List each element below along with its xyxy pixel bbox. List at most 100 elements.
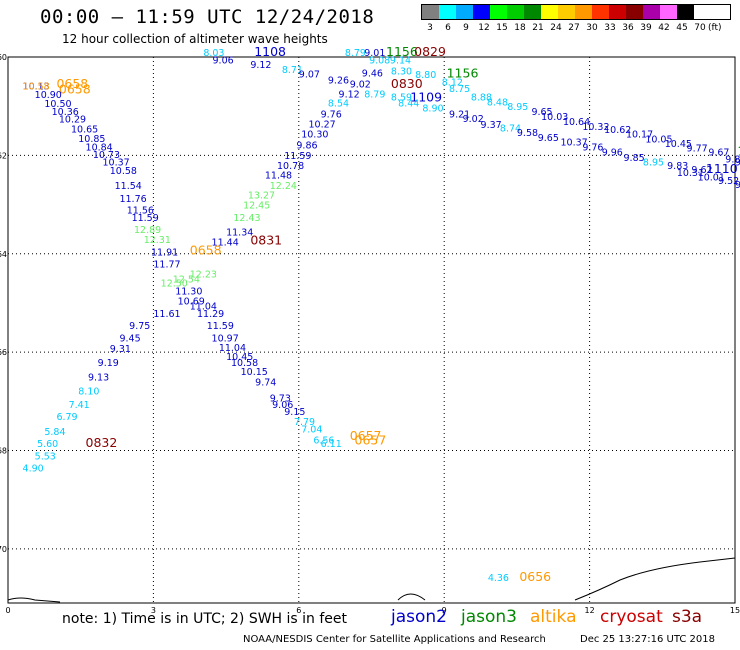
wave-height-value: 10.03: [541, 112, 568, 123]
wave-height-value: 9.75: [129, 321, 150, 332]
legend-jason3: jason3: [461, 607, 517, 627]
wave-height-value: 8.10: [78, 387, 99, 398]
wave-height-value: 9.76: [321, 110, 342, 121]
wave-height-value: 9.26: [328, 76, 349, 87]
wave-height-value: 9.83: [667, 161, 688, 172]
wave-height-value: 10.32: [582, 122, 609, 133]
wave-height-value: 4.90: [23, 464, 44, 475]
wave-height-value: 12.45: [243, 201, 270, 212]
pass-time-label: 1109: [410, 89, 442, 104]
colorbar-label: 12: [478, 23, 490, 33]
wave-height-value: 8.80: [415, 70, 436, 81]
wave-height-value: 10.85: [78, 134, 105, 145]
wave-height-value: 9.12: [339, 89, 360, 100]
colorbar-swatch: [490, 5, 507, 19]
page-subtitle: 12 hour collection of altimeter wave hei…: [62, 32, 328, 46]
wave-height-value: 11.04: [190, 301, 217, 312]
wave-height-value: 9.45: [119, 333, 140, 344]
wave-height-value: 10.15: [241, 367, 268, 378]
wave-height-value: 12.54: [173, 274, 200, 285]
footer-note: note: 1) Time is in UTC; 2) SWH is in fe…: [62, 611, 348, 627]
colorbar-swatch: [524, 5, 541, 19]
pass-time-label: 0831: [250, 232, 282, 247]
wave-height-value: 9.74: [255, 378, 276, 389]
wave-height-value: 8.12: [442, 78, 463, 89]
wave-height-value: 10.65: [71, 124, 98, 135]
pass-time-label: 1156: [386, 44, 418, 59]
wave-height-value: 10.27: [308, 119, 335, 130]
wave-height-value: 9.06: [213, 55, 234, 66]
wave-height-value: 5.84: [44, 427, 65, 438]
pass-time-label: 0832: [86, 435, 118, 450]
wave-height-value: 9.65: [531, 107, 552, 118]
wave-height-value: 9.86: [725, 154, 740, 165]
longitude-label: 6: [296, 606, 301, 615]
credit-line: NOAA/NESDIS Center for Satellite Applica…: [243, 634, 546, 645]
colorbar-swatch: [456, 5, 473, 19]
pass-time-label: 0657: [355, 433, 387, 448]
wave-height-value: 10.01: [698, 173, 725, 184]
wave-height-value: 10.50: [44, 99, 71, 110]
colorbar-swatch: [558, 5, 575, 19]
wave-height-value: 9.37: [481, 120, 502, 131]
latitude-label: 62: [0, 151, 7, 160]
legend-altika: altika: [530, 607, 577, 627]
wave-height-value: 10.45: [665, 139, 692, 150]
wave-height-value: 9.73: [270, 393, 291, 404]
colorbar: (ft) 3 6 9 12 15 18 21 24 27 30 33 36 39 42 45 70: [421, 4, 731, 35]
pass-time-label: 1157: [737, 143, 740, 158]
wave-height-value: 8.03: [203, 48, 224, 59]
colorbar-unit: (ft): [708, 23, 722, 33]
wave-height-value: 8.48: [487, 97, 508, 108]
wave-height-value: 9.67: [708, 147, 729, 158]
wave-height-value: 7.41: [69, 400, 90, 411]
wave-height-value: 11.44: [212, 237, 239, 248]
colorbar-labels: (ft) 3 6 9 12 15 18 21 24 27 30 33 36 39 42 45 70: [421, 23, 731, 35]
wave-height-value: 9.46: [362, 69, 383, 80]
pass-time-label: 1110: [706, 161, 738, 176]
wave-height-value: 9.76: [582, 143, 603, 154]
colorbar-swatch: [473, 5, 490, 19]
wave-height-value: 10.30: [301, 130, 328, 141]
wave-height-value: 9.07: [299, 70, 320, 81]
longitude-label: 15: [730, 606, 740, 615]
colorbar-swatch: [677, 5, 694, 19]
wave-height-value: 8.79: [364, 89, 385, 100]
colorbar-label: 39: [640, 23, 652, 33]
latitude-labels: 60 62 64 66 68 70: [0, 53, 7, 554]
wave-height-value: 13.27: [248, 191, 275, 202]
wave-height-value: 11.59: [132, 213, 159, 224]
colorbar-label: 6: [445, 23, 451, 33]
wave-height-value: 10.58: [23, 82, 50, 93]
wave-height-value: 10.62: [604, 125, 631, 136]
wave-height-value: 8.79: [345, 48, 366, 59]
wave-height-value: 7.04: [301, 424, 322, 435]
wave-height-value: 8.54: [328, 98, 349, 109]
latitude-label: 64: [0, 250, 7, 259]
wave-height-value: 11.54: [115, 181, 142, 192]
wave-height-value: 9.02: [463, 114, 484, 125]
colorbar-label: 21: [532, 23, 544, 33]
wave-height-value: 10.78: [277, 161, 304, 172]
colorbar-swatch: [541, 5, 558, 19]
wave-height-value: 9.77: [687, 144, 708, 155]
wave-height-value: 11.91: [151, 247, 178, 258]
wave-height-value: 5.60: [37, 439, 58, 450]
wave-height-value: 9.01: [364, 48, 385, 59]
wave-height-value: 9.13: [88, 373, 109, 384]
latitude-label: 70: [0, 545, 7, 554]
colorbar-label: 9: [463, 23, 469, 33]
longitude-labels: 0 3 6 9 12 15: [5, 606, 740, 615]
colorbar-label: 15: [496, 23, 508, 33]
wave-height-value: 10.90: [35, 90, 62, 101]
wave-height-value: 9.86: [296, 141, 317, 152]
wave-height-value: 6.79: [56, 412, 77, 423]
latitude-label: 68: [0, 447, 7, 456]
colorbar-swatch: [575, 5, 592, 19]
wave-height-value: 10.37: [103, 157, 130, 168]
wave-height-value: 8.59: [391, 92, 412, 103]
wave-height-value: 9.52: [718, 176, 739, 187]
wave-height-value: 11.34: [226, 228, 253, 239]
pass-time-label: 0658: [190, 242, 222, 257]
